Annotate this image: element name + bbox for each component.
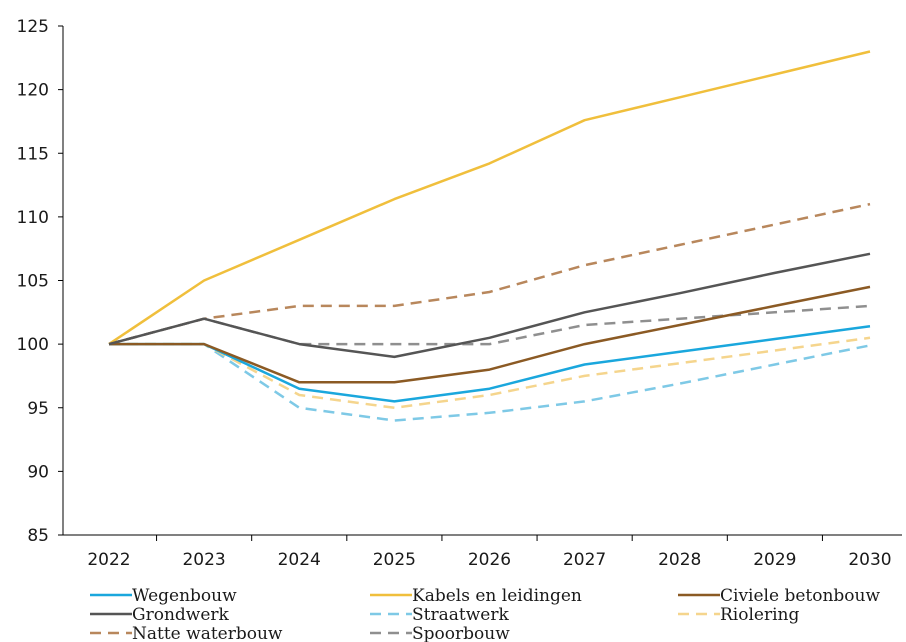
x-tick-label: 2029 (753, 550, 796, 570)
series-line-civiele-betonbouw (109, 285, 871, 384)
series-lines (108, 50, 871, 422)
axes: 85 90 95 100 105 110 115 120 125 2022 2023 2024 2025… (17, 17, 902, 570)
y-tick-label: 120 (17, 81, 49, 101)
y-tick-label: 125 (17, 17, 49, 37)
legend-label: Spoorbouw (412, 624, 510, 642)
series-line-straatwerk (109, 342, 871, 422)
series-line-wegenbouw (109, 325, 871, 403)
x-tick-label: 2025 (373, 550, 416, 570)
legend-label: Natte waterbouw (132, 624, 283, 642)
x-tick-label: 2026 (468, 550, 511, 570)
x-tick-label: 2023 (182, 550, 225, 570)
x-tick-label: 2024 (278, 550, 321, 570)
x-tick-label: 2027 (563, 550, 606, 570)
y-tick-label: 105 (17, 272, 49, 292)
series-line-grondwerk (108, 252, 871, 359)
legend-label: Grondwerk (132, 605, 230, 625)
y-tick-label: 85 (27, 526, 49, 546)
legend-label: Straatwerk (412, 605, 509, 625)
y-tick-label: 90 (27, 462, 49, 482)
legend-label: Civiele betonbouw (720, 586, 880, 606)
legend-label: Riolering (720, 605, 799, 625)
y-tick-label: 95 (27, 399, 49, 419)
y-tick-label: 110 (17, 208, 49, 228)
legend-label: Wegenbouw (132, 586, 237, 606)
y-tick-label: 100 (17, 335, 49, 355)
legend-label: Kabels en leidingen (412, 586, 582, 606)
y-tick-label: 115 (17, 144, 49, 164)
x-tick-label: 2030 (848, 550, 891, 570)
x-tick-label: 2022 (87, 550, 130, 570)
series-line-natte-waterbouw (108, 202, 871, 346)
x-tick-label: 2028 (658, 550, 701, 570)
series-line-kabels-en-leidingen (108, 50, 871, 346)
legend: Wegenbouw Kabels en leidingen Civiele beto… (90, 586, 880, 642)
series-line-riolering (109, 336, 871, 410)
